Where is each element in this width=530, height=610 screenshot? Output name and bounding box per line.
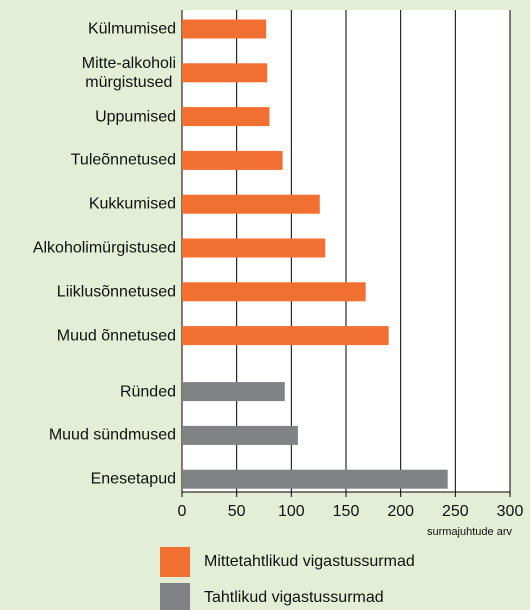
y-tick-label: Liiklusõnnetused xyxy=(56,283,176,301)
y-tick-label: Enesetapud xyxy=(90,470,176,488)
y-tick-label: Uppumised xyxy=(95,108,176,126)
y-tick-label: Kukkumised xyxy=(88,195,176,213)
bar xyxy=(182,425,298,445)
x-tick-label: 0 xyxy=(178,503,187,520)
x-tick-label: 250 xyxy=(442,503,469,520)
bar xyxy=(182,282,366,302)
y-tick-label: Ründed xyxy=(119,383,176,401)
bar xyxy=(182,19,267,39)
bar xyxy=(182,150,283,170)
legend-swatch xyxy=(160,547,190,577)
y-tick-label: Mitte-alkoholi mürgistused xyxy=(81,54,176,91)
bar xyxy=(182,107,270,127)
bar xyxy=(182,63,268,83)
legend-label: Mittetahtlikud vigastussurmad xyxy=(204,553,415,570)
y-tick-label: Külmumised xyxy=(87,20,176,38)
x-axis-label: surmajuhtude arv xyxy=(427,526,512,538)
legend-label: Tahtlikud vigastussurmad xyxy=(204,589,384,606)
bar xyxy=(182,238,326,258)
y-tick-label: Tuleõnnetused xyxy=(70,151,176,169)
legend-swatch xyxy=(160,583,190,610)
bar xyxy=(182,469,448,489)
bar xyxy=(182,326,389,346)
x-tick-label: 50 xyxy=(228,503,246,520)
x-tick-label: 100 xyxy=(278,503,305,520)
bar xyxy=(182,382,285,402)
y-tick-label: Muud õnnetused xyxy=(56,327,176,345)
y-tick-label: Alkoholimürgistused xyxy=(32,239,176,257)
x-tick-label: 300 xyxy=(497,503,524,520)
x-tick-label: 200 xyxy=(387,503,414,520)
y-tick-label: Muud sündmused xyxy=(48,426,176,444)
bar xyxy=(182,194,320,214)
x-tick-label: 150 xyxy=(333,503,360,520)
